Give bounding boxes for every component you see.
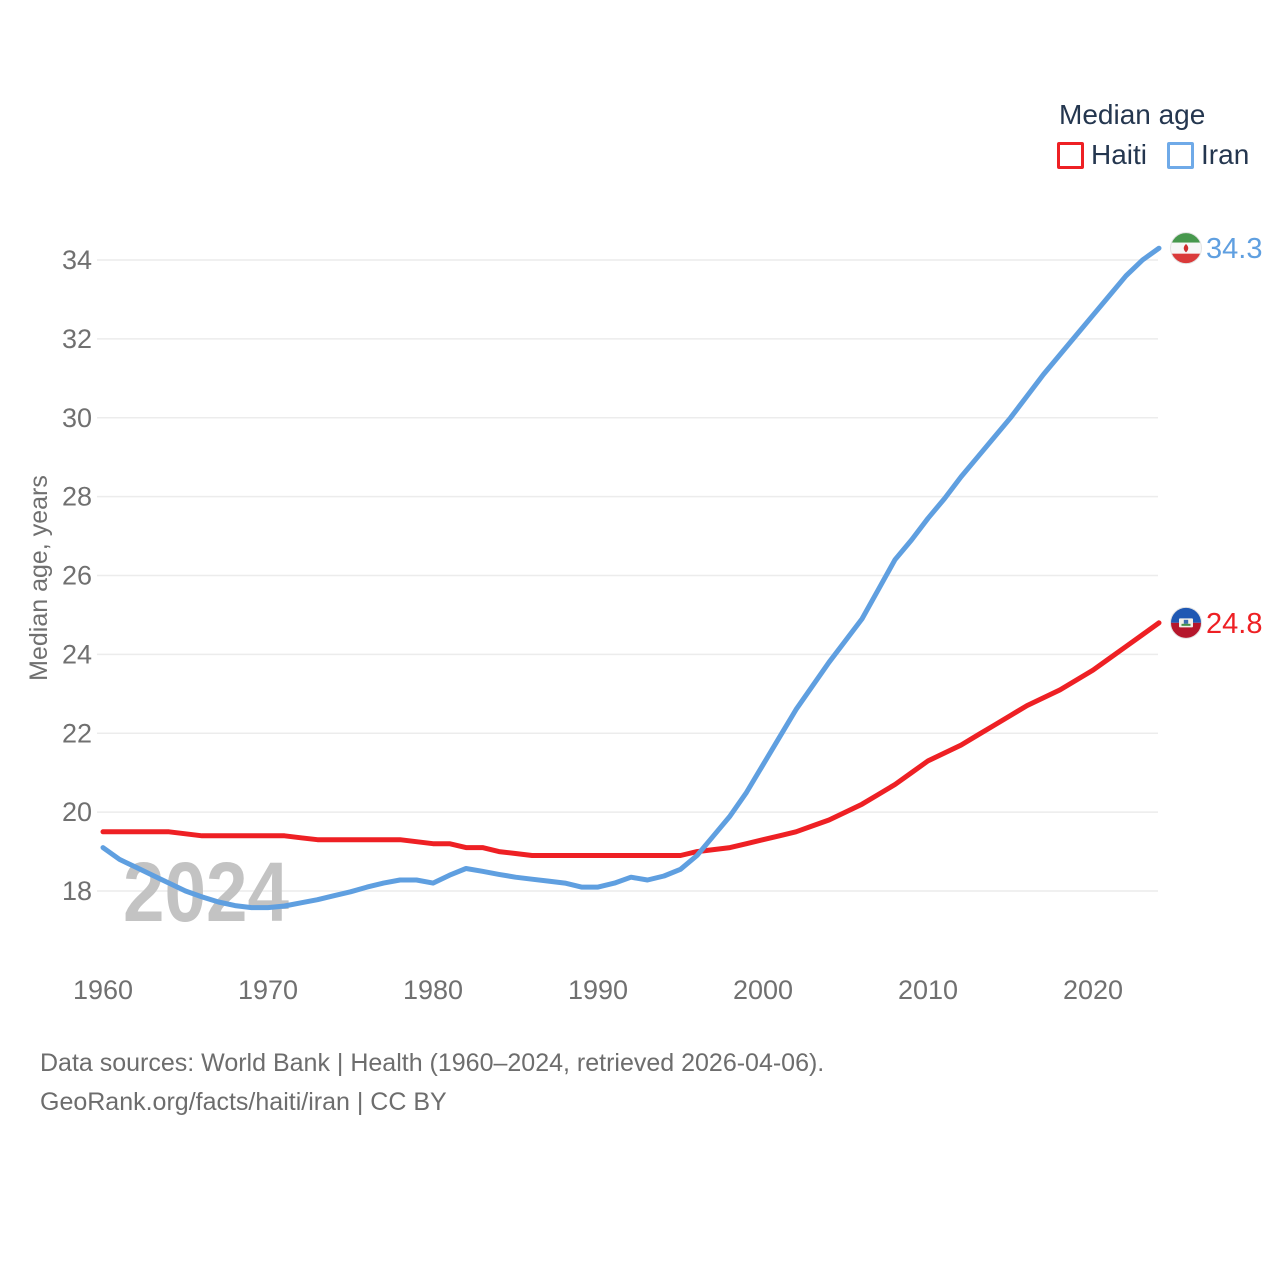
legend-item-iran[interactable]: Iran [1167,139,1249,171]
y-tick-label: 22 [62,718,92,748]
legend-label: Haiti [1091,139,1148,170]
y-tick-label: 32 [62,324,92,354]
legend-swatch-haiti [1057,141,1084,169]
watermark: 2024 [123,845,289,939]
chart-legend: Median age Haiti Iran [1057,99,1249,171]
x-tick-label: 2020 [1063,975,1123,1005]
iran-line [100,245,1162,911]
x-tick-label: 2000 [733,975,793,1005]
y-tick-label: 28 [62,482,92,512]
iran-end-value: 34.3 [1206,233,1262,265]
chart-footer: Data sources: World Bank | Health (1960–… [40,1044,824,1122]
y-tick-label: 30 [62,403,92,433]
legend-item-haiti[interactable]: Haiti [1057,139,1147,171]
haiti-flag-icon [1170,606,1202,639]
footer-attribution: GeoRank.org/facts/haiti/iran | CC BY [40,1088,447,1116]
footer-data-sources: Data sources: World Bank | Health (1960–… [40,1049,825,1077]
y-axis-title: Median age, years [25,475,53,681]
x-tick-label: 1960 [73,975,133,1005]
haiti-line [100,620,1162,858]
x-tick-label: 1980 [403,975,463,1005]
y-tick-label: 18 [62,876,92,906]
legend-label: Iran [1201,139,1250,170]
haiti-end-value: 24.8 [1206,608,1262,640]
y-tick-label: 24 [62,639,92,669]
legend-swatch-iran [1167,141,1195,169]
x-tick-label: 1970 [238,975,298,1005]
y-tick-label: 20 [62,797,92,827]
x-tick-label: 2010 [898,975,958,1005]
y-tick-label: 34 [62,245,92,275]
y-tick-label: 26 [62,561,92,591]
legend-items: Haiti Iran [1057,139,1249,171]
x-tick-label: 1990 [568,975,628,1005]
iran-flag-icon [1170,232,1202,265]
legend-title: Median age [1059,99,1206,130]
